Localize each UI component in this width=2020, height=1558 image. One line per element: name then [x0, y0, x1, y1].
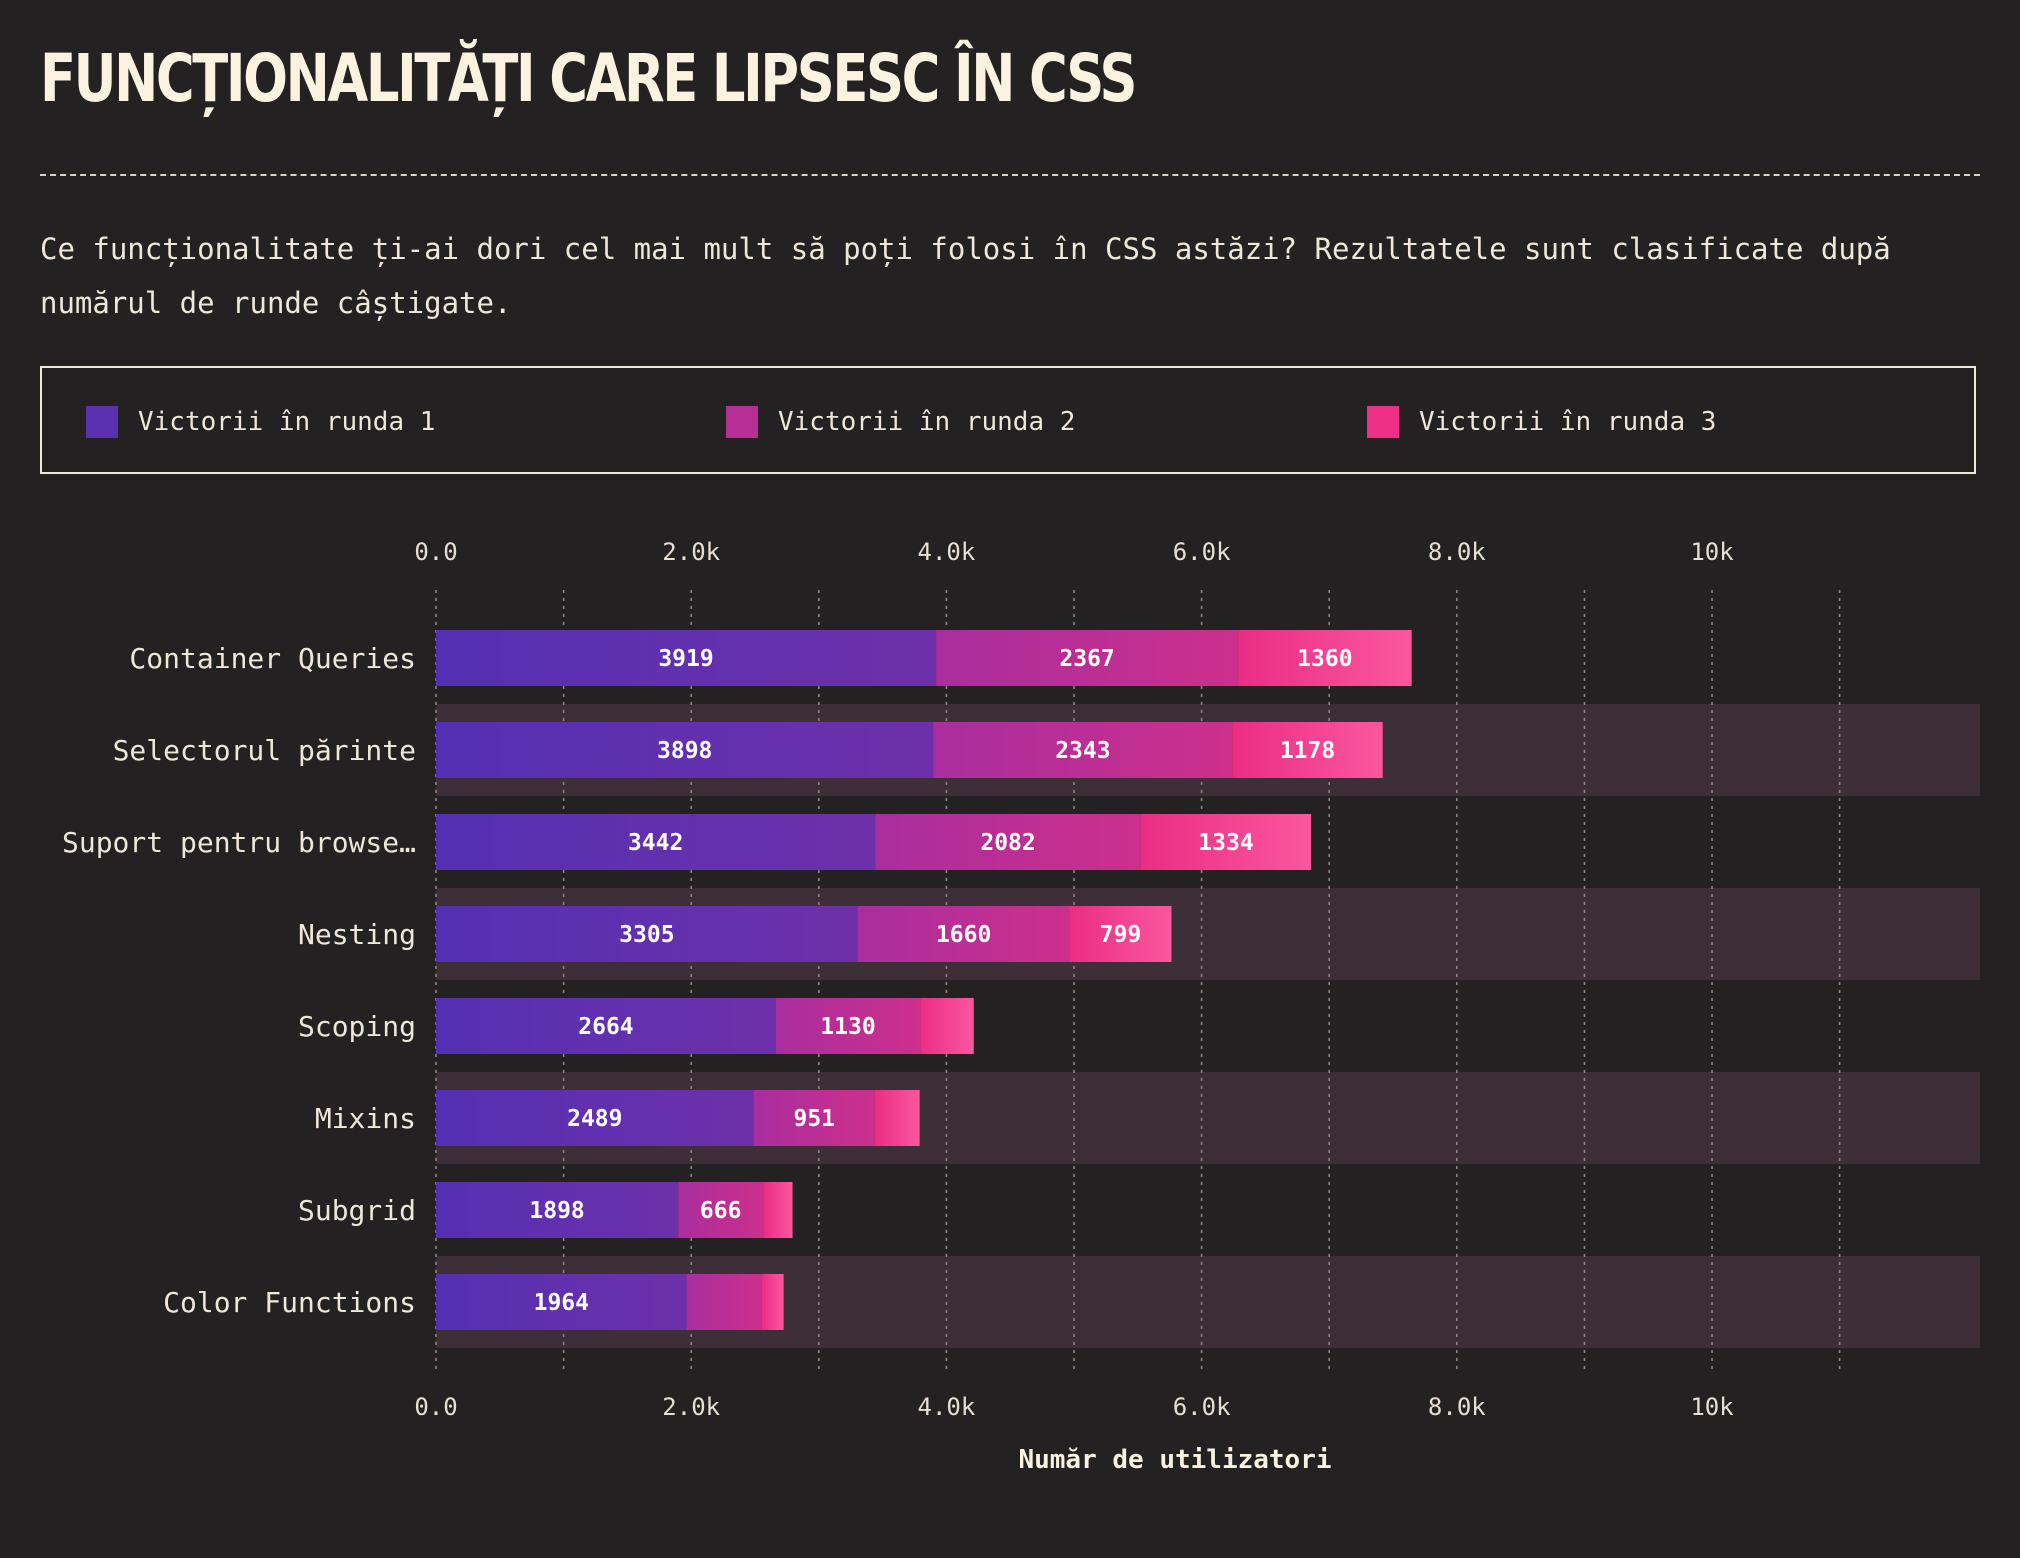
x-tick-label-top: 10k: [1690, 538, 1734, 566]
x-tick-label-top: 6.0k: [1173, 538, 1231, 566]
bar-segment-round-3[interactable]: [1238, 630, 1412, 686]
legend-label-round-3: Victorii în runda 3: [1419, 407, 1717, 437]
stacked-bar-chart: 0.0 0.0 2.0k 2.0k 4.0k 4.0k 6.0k 6.0k 8.0k 8.0k 10…: [62, 538, 1980, 1475]
legend-swatch-round-1: [86, 406, 118, 438]
bar-segment-round-2[interactable]: [933, 722, 1233, 778]
bar-value-label: 1360: [1297, 646, 1352, 672]
legend-item-round-2[interactable]: Victorii în runda 2: [726, 406, 1075, 438]
category-label: Suport pentru browse…: [62, 826, 416, 859]
category-label: Mixins: [315, 1102, 416, 1135]
legend-label-round-1: Victorii în runda 1: [138, 407, 436, 437]
category-label: Color Functions: [163, 1286, 416, 1319]
bar-segment-round-1[interactable]: [436, 630, 937, 686]
bar-segment-round-2[interactable]: [875, 814, 1141, 870]
bar-value-label: 2343: [1055, 738, 1110, 764]
bar-value-label: 3919: [658, 646, 713, 672]
legend-swatch-round-2: [726, 406, 758, 438]
category-label: Subgrid: [298, 1194, 416, 1227]
bar-segment-round-2[interactable]: [753, 1090, 875, 1146]
bar-value-label: 951: [794, 1106, 836, 1132]
bar-value-label: 2367: [1059, 646, 1114, 672]
x-tick-label-bottom: 0.0: [414, 1393, 457, 1421]
x-tick-label-top: 2.0k: [662, 538, 720, 566]
x-tick-label-bottom: 2.0k: [662, 1393, 720, 1421]
bar-segment-round-1[interactable]: [436, 1182, 679, 1238]
legend: Victorii în runda 1 Victorii în runda 2 …: [40, 366, 1976, 474]
bar-segment-round-3[interactable]: [1232, 722, 1383, 778]
bar-segment-round-1[interactable]: [436, 722, 934, 778]
x-tick-label-bottom: 8.0k: [1428, 1393, 1486, 1421]
bar-value-label: 1130: [820, 1014, 875, 1040]
bar-segment-round-3[interactable]: [761, 1274, 784, 1330]
x-tick-label-bottom: 4.0k: [918, 1393, 976, 1421]
bar-segment-round-2[interactable]: [936, 630, 1239, 686]
bar-segment-round-1[interactable]: [436, 1274, 687, 1330]
category-label: Scoping: [298, 1010, 416, 1043]
bar-segment-round-1[interactable]: [436, 906, 858, 962]
bar-value-label: 666: [700, 1198, 742, 1224]
page-title: FUNCȚIONALITĂȚI CARE LIPSESC ÎN CSS: [40, 40, 1138, 117]
bar-segment-round-2[interactable]: [686, 1274, 762, 1330]
legend-item-round-3[interactable]: Victorii în runda 3: [1367, 406, 1716, 438]
bar-value-label: 3442: [628, 830, 683, 856]
bar-value-label: 1334: [1198, 830, 1253, 856]
bar-segment-round-2[interactable]: [857, 906, 1070, 962]
bar-value-label: 1964: [534, 1290, 589, 1316]
x-tick-label-bottom: 6.0k: [1173, 1393, 1231, 1421]
bar-value-label: 1898: [529, 1198, 584, 1224]
bar-segment-round-1[interactable]: [436, 814, 876, 870]
x-tick-label-bottom: 10k: [1690, 1393, 1734, 1421]
x-tick-label-top: 8.0k: [1428, 538, 1486, 566]
bar-segment-round-2[interactable]: [775, 998, 921, 1054]
bar-value-label: 2489: [567, 1106, 622, 1132]
bar-segment-round-1[interactable]: [436, 1090, 754, 1146]
legend-item-round-1[interactable]: Victorii în runda 1: [86, 406, 435, 438]
bar-value-label: 2082: [980, 830, 1035, 856]
bar-segment-round-3[interactable]: [920, 998, 974, 1054]
chart-description: Ce funcționalitate ți-ai dori cel mai mu…: [40, 232, 1891, 320]
x-tick-label-top: 0.0: [414, 538, 457, 566]
bar-value-label: 3898: [657, 738, 712, 764]
bar-value-label: 2664: [578, 1014, 633, 1040]
x-axis-title: Număr de utilizatori: [1018, 1445, 1331, 1475]
category-label: Nesting: [298, 918, 416, 951]
bar-segment-round-3[interactable]: [1069, 906, 1172, 962]
x-tick-label-top: 4.0k: [918, 538, 976, 566]
bar-value-label: 1178: [1280, 738, 1335, 764]
bar-value-label: 3305: [619, 922, 674, 948]
bar-segment-round-3[interactable]: [874, 1090, 920, 1146]
bar-value-label: 799: [1100, 922, 1142, 948]
bar-segment-round-3[interactable]: [763, 1182, 793, 1238]
title-divider: [40, 174, 1980, 176]
bar-segment-round-3[interactable]: [1140, 814, 1312, 870]
category-label: Selectorul părinte: [113, 734, 416, 767]
legend-swatch-round-3: [1367, 406, 1399, 438]
legend-label-round-2: Victorii în runda 2: [778, 407, 1076, 437]
bar-value-label: 1660: [936, 922, 991, 948]
bar-segment-round-2[interactable]: [678, 1182, 764, 1238]
category-label: Container Queries: [129, 642, 416, 675]
bar-segment-round-1[interactable]: [436, 998, 776, 1054]
